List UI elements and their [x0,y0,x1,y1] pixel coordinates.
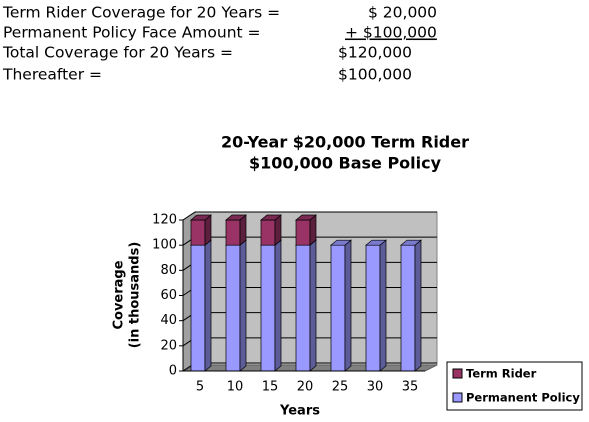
legend-label: Term Rider [466,367,537,381]
x-tick-label: 20 [297,380,314,395]
y-axis-title: (in thousands) [128,242,143,349]
summary-amount: $100,000 [338,66,412,84]
summary-label: Permanent Policy Face Amount = [3,24,261,42]
bar-side [379,239,387,372]
bar-side [309,239,317,372]
x-tick-label: 25 [332,380,349,395]
chart-title: 20-Year $20,000 Term Rider [221,133,469,152]
bar-top [260,214,282,221]
x-tick-label: 15 [262,380,279,395]
legend-swatch [452,392,463,403]
y-tick-label: 20 [160,338,177,353]
bar-front [400,244,416,372]
summary-amount: $120,000 [338,44,412,62]
bar-front [190,244,206,372]
y-tick-label: 60 [160,288,177,303]
bar-front [295,219,311,246]
bar [225,214,247,246]
bar [295,214,317,246]
bar-side [239,239,247,372]
bar-front [365,244,381,372]
bar-top [400,239,422,246]
y-tick-label: 80 [160,263,177,278]
bar-top [295,214,317,221]
bar-front [190,219,206,246]
bar [190,239,212,372]
bar-side [414,239,422,372]
bar-side [274,239,282,372]
x-tick-label: 10 [227,380,244,395]
y-axis-title: Coverage [112,260,127,329]
y-tick-label: 100 [152,238,177,253]
summary-label: Total Coverage for 20 Years = [2,44,233,62]
legend-label: Permanent Policy [466,391,580,405]
bar [365,239,387,372]
bar-top [225,214,247,221]
y-tick-label: 40 [160,313,177,328]
summary-amount: + $100,000 [345,24,437,42]
bar [400,239,422,372]
summary-amount: $ 20,000 [368,4,437,22]
bar-front [225,219,241,246]
bar-side [344,239,352,372]
bar-front [225,244,241,372]
bar [330,239,352,372]
grid-line [182,211,196,221]
legend [446,361,583,411]
summary-label: Term Rider Coverage for 20 Years = [2,4,280,22]
bar [260,214,282,246]
bar-front [330,244,346,372]
summary-label: Thereafter = [2,66,102,84]
bar-front [260,244,276,372]
y-tick-label: 0 [169,364,177,379]
bar-top [365,239,387,246]
bar-front [260,219,276,246]
bar-top [190,214,212,221]
x-tick-label: 30 [367,380,384,395]
x-tick-label: 5 [196,380,204,395]
x-axis-title: Years [279,404,320,419]
y-tick-label: 120 [152,213,177,228]
bar-side [204,239,212,372]
bar-top [330,239,352,246]
chart-title: $100,000 Base Policy [249,154,442,173]
legend-swatch [452,368,463,379]
bar [190,214,212,246]
bar [295,239,317,372]
x-tick-label: 35 [402,380,419,395]
bar [225,239,247,372]
bar [260,239,282,372]
bar-front [295,244,311,372]
